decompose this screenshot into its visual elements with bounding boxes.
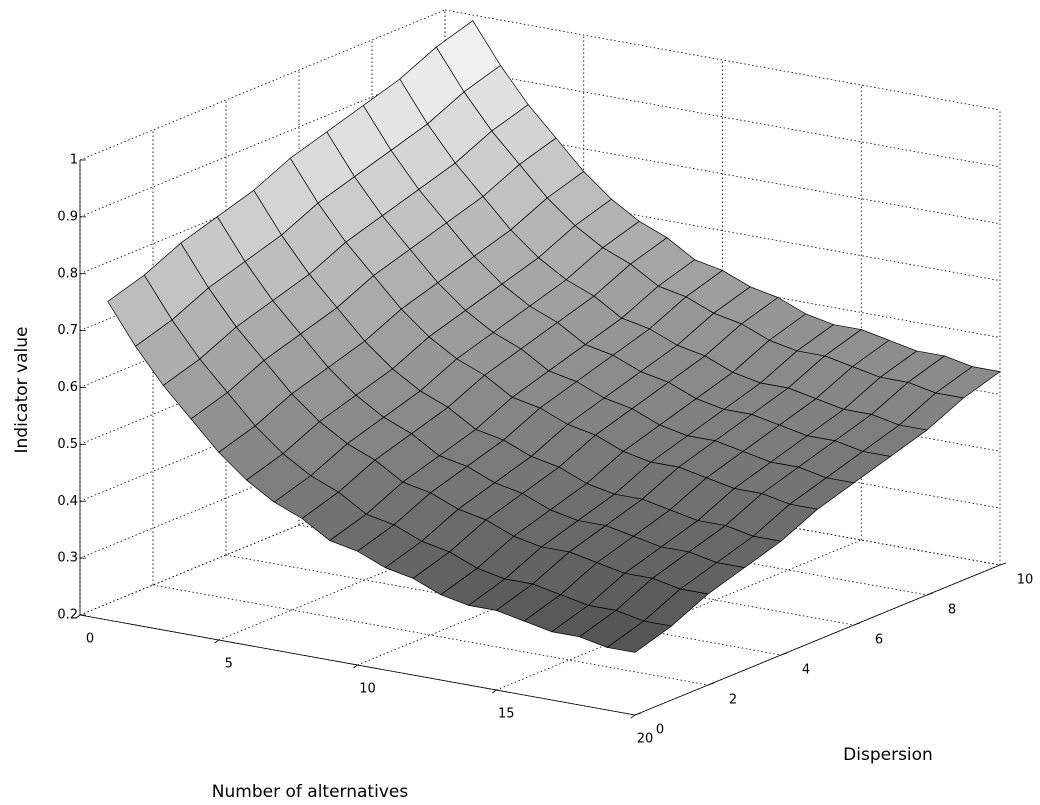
z-tick-label: 0.2 <box>57 608 78 623</box>
x-tick-label: 10 <box>359 682 376 697</box>
tick-mark <box>780 652 788 656</box>
tick-mark <box>75 614 81 619</box>
tick-mark <box>630 714 636 719</box>
tick-mark <box>853 622 861 626</box>
y-tick-label: 0 <box>656 723 664 738</box>
z-tick-label: 0.9 <box>57 209 78 224</box>
y-axis-label: Dispersion <box>843 745 933 765</box>
grid-line <box>79 9 446 161</box>
tick-mark <box>492 689 497 694</box>
z-tick-label: 1 <box>70 153 78 168</box>
z-tick-label: 0.7 <box>57 323 78 338</box>
z-tick-label: 0.3 <box>57 551 78 566</box>
tick-mark <box>926 592 934 596</box>
y-tick-label: 6 <box>875 633 883 648</box>
y-tick-label: 2 <box>729 693 737 708</box>
z-tick-label: 0.6 <box>57 380 78 395</box>
y-tick-label: 8 <box>948 603 956 618</box>
x-tick-label: 15 <box>498 707 515 722</box>
z-tick-label: 0.4 <box>57 494 78 509</box>
surface-patch <box>606 620 673 653</box>
z-tick-label: 0.8 <box>57 266 78 281</box>
tick-mark <box>999 562 1007 566</box>
x-axis-label: Number of alternatives <box>212 782 409 802</box>
y-tick-label: 4 <box>802 663 810 678</box>
tick-mark <box>214 639 219 644</box>
tick-mark <box>634 712 642 716</box>
x-tick-label: 0 <box>86 632 94 647</box>
tick-mark <box>353 664 358 669</box>
z-axis-label: Indicator value <box>12 327 32 454</box>
y-tick-label: 10 <box>1017 573 1034 588</box>
z-tick-label: 0.5 <box>57 437 78 452</box>
axis-line <box>634 564 1001 716</box>
tick-mark <box>707 682 715 686</box>
x-tick-label: 5 <box>225 657 233 672</box>
x-tick-label: 20 <box>637 732 654 747</box>
